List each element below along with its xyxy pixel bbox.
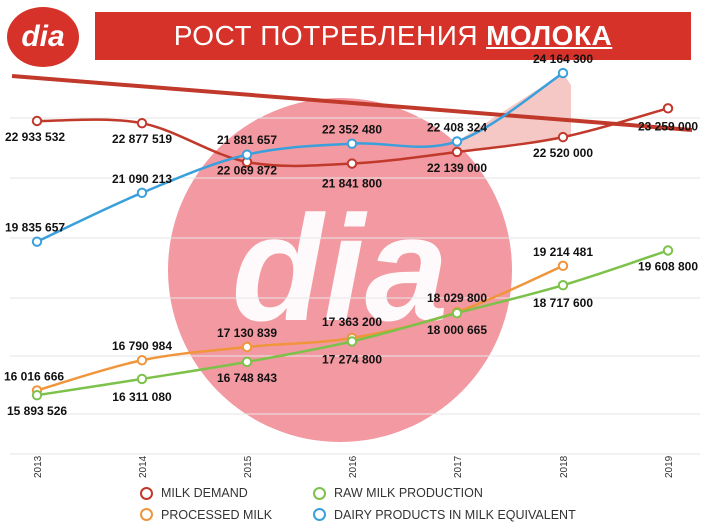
- point-raw-milk-production-2018: [557, 280, 569, 291]
- legend-item-dairy-products-in-milk-equivalent: DAIRY PRODUCTS IN MILK EQUIVALENT: [313, 506, 613, 525]
- logo-text: dia: [21, 20, 64, 53]
- data-label-dairy-products-in-milk-equivalent-2014: 21 090 213: [112, 172, 172, 186]
- data-label-processed-milk-2018: 19 214 481: [533, 245, 593, 259]
- legend: MILK DEMAND RAW MILK PRODUCTION PROCESSED …: [140, 484, 620, 524]
- data-label-processed-milk-2013: 16 016 666: [4, 369, 64, 383]
- data-label-milk-demand-2015: 21 881 657: [217, 133, 277, 147]
- data-label-milk-demand-2018: 22 520 000: [533, 146, 593, 160]
- point-milk-demand-2018: [557, 131, 569, 143]
- point-dairy-products-in-milk-equivalent-2016: [346, 138, 358, 149]
- legend-label: DAIRY PRODUCTS IN MILK EQUIVALENT: [334, 507, 576, 522]
- data-labels: 22 933 532 22 877 519 21 881 657 21 841 800…: [4, 52, 698, 418]
- data-label-dairy-products-in-milk-equivalent-2017: 22 408 324: [427, 120, 487, 134]
- legend-item-raw-milk-production: RAW MILK PRODUCTION: [313, 484, 613, 503]
- data-label-milk-demand-2017: 22 139 000: [427, 161, 487, 175]
- point-dairy-products-in-milk-equivalent-2018: [557, 67, 569, 79]
- shaded-gap-area: [457, 73, 571, 152]
- data-label-processed-milk-2017: 18 029 800: [427, 291, 487, 305]
- data-label-milk-demand-2014: 22 877 519: [112, 132, 172, 146]
- point-milk-demand-2017: [451, 146, 463, 158]
- data-label-processed-milk-2015: 17 130 839: [217, 326, 277, 340]
- legend-item-milk-demand: MILK DEMAND: [140, 484, 305, 503]
- legend-swatch: [313, 508, 326, 522]
- legend-item-processed-milk: PROCESSED MILK: [140, 506, 305, 525]
- annotation-layer: [11, 73, 693, 152]
- x-tick-label: 2014: [138, 455, 149, 478]
- point-dairy-products-in-milk-equivalent-2017: [451, 136, 463, 147]
- title-banner: РОСТ ПОТРЕБЛЕНИЯ МОЛОКА: [95, 12, 691, 60]
- point-raw-milk-production-2016: [346, 336, 358, 347]
- data-label-milk-demand-2016: 21 841 800: [322, 177, 382, 191]
- data-label-processed-milk-2016: 17 363 200: [322, 315, 382, 329]
- point-dairy-products-in-milk-equivalent-2013: [31, 236, 43, 247]
- legend-label: MILK DEMAND: [161, 486, 248, 501]
- point-processed-milk-2015: [241, 341, 253, 353]
- point-processed-milk-2014: [136, 355, 148, 366]
- data-label-dairy-products-in-milk-equivalent-2016: 22 352 480: [322, 123, 382, 137]
- data-label-raw-milk-production-2018: 18 717 600: [533, 296, 593, 310]
- data-label-dairy-products-in-milk-equivalent-2015: 22 069 872: [217, 164, 277, 178]
- dia-logo: dia: [7, 7, 79, 67]
- title-bold: МОЛОКА: [486, 20, 613, 51]
- legend-label: PROCESSED MILK: [161, 507, 273, 522]
- series-line-processed-milk: [36, 264, 564, 392]
- point-milk-demand-2019: [662, 103, 674, 114]
- series-line-dairy-products-in-milk-equivalent: [36, 72, 564, 243]
- data-label-milk-demand-2019: 23 259 000: [638, 119, 698, 133]
- data-label-processed-milk-2014: 16 790 984: [112, 339, 172, 353]
- data-label-raw-milk-production-2019: 19 608 800: [638, 259, 698, 273]
- point-dairy-products-in-milk-equivalent-2015: [241, 149, 253, 160]
- point-dairy-products-in-milk-equivalent-2014: [136, 187, 148, 199]
- watermark-text: dia: [232, 184, 449, 352]
- legend-swatch: [140, 508, 153, 522]
- data-label-milk-demand-2013: 22 933 532: [5, 130, 65, 144]
- logo-background: [7, 7, 79, 67]
- data-label-raw-milk-production-2016: 17 274 800: [322, 352, 382, 366]
- point-processed-milk-2018: [557, 260, 569, 272]
- x-tick-label: 2017: [453, 455, 464, 478]
- point-raw-milk-production-2015: [241, 356, 253, 368]
- legend-swatch: [313, 486, 326, 500]
- point-raw-milk-production-2013: [31, 389, 43, 401]
- legend-swatch: [140, 486, 153, 500]
- x-tick-label: 2016: [348, 455, 359, 478]
- grid: [10, 117, 700, 455]
- point-raw-milk-production-2014: [136, 373, 148, 385]
- title-normal: РОСТ ПОТРЕБЛЕНИЯ: [173, 20, 479, 51]
- x-tick-label: 2013: [33, 455, 44, 478]
- x-tick-label: 2018: [559, 455, 570, 478]
- x-tick-label: 2015: [243, 455, 254, 478]
- point-milk-demand-2013: [31, 115, 43, 127]
- legend-label: RAW MILK PRODUCTION: [334, 486, 483, 501]
- data-label-raw-milk-production-2015: 16 748 843: [217, 371, 277, 385]
- data-label-raw-milk-production-2017: 18 000 665: [427, 323, 487, 337]
- x-axis: 2013 2014 2015 2016 2017 2018 2019: [33, 455, 675, 478]
- point-raw-milk-production-2017: [451, 307, 463, 319]
- trend-arrow: [11, 74, 693, 132]
- point-raw-milk-production-2019: [662, 245, 674, 256]
- point-milk-demand-2014: [136, 117, 148, 129]
- data-label-raw-milk-production-2013: 15 893 526: [7, 404, 67, 418]
- data-label-dairy-products-in-milk-equivalent-2018: 24 164 300: [533, 52, 593, 66]
- series-points: [31, 67, 674, 401]
- x-tick-label: 2019: [664, 455, 675, 478]
- data-label-dairy-products-in-milk-equivalent-2013: 19 835 657: [5, 221, 65, 235]
- point-milk-demand-2016: [346, 158, 358, 169]
- data-label-raw-milk-production-2014: 16 311 080: [112, 390, 172, 404]
